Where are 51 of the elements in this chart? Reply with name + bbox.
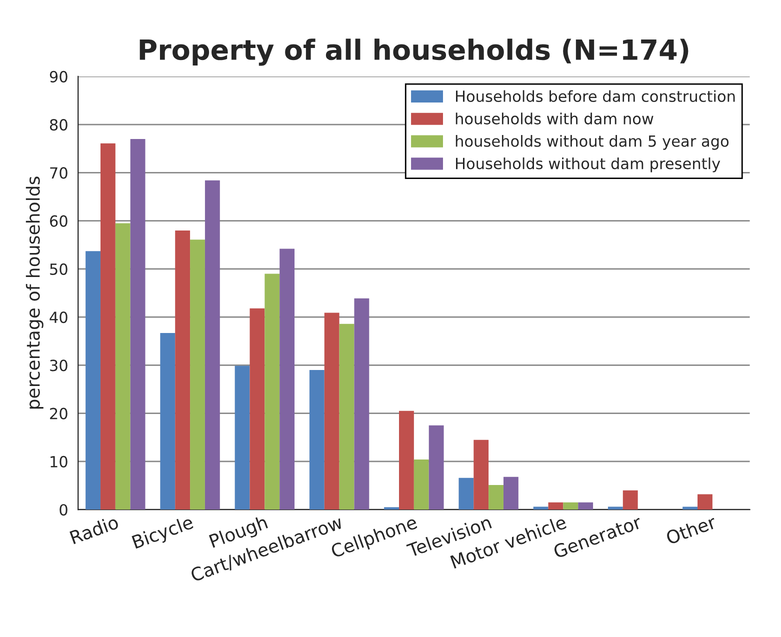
bar [324,312,340,510]
bar [622,490,638,510]
bar [160,332,176,510]
y-tick-label: 20 [50,408,68,420]
bar [100,143,116,510]
bar [190,240,205,510]
bar [578,502,594,510]
bar [175,230,190,510]
bar [130,139,146,510]
bar [458,478,474,510]
bar [86,251,100,510]
y-tick-label: 90 [50,70,68,82]
y-tick-label: 10 [50,456,68,468]
chart-title: Property of all households (N=174) [140,38,688,66]
legend-label: households without dam 5 year ago [456,135,729,150]
bar [354,298,370,510]
bar [399,410,414,510]
y-tick-label: 50 [50,263,68,275]
legend-label: Households before dam construction [456,90,735,102]
bar [698,494,712,510]
bar [428,425,444,510]
bar [115,223,130,510]
y-tick-label: 70 [50,167,68,179]
x-tick-label: Radio [69,514,120,544]
bar [280,248,295,510]
y-tick-label: 30 [50,360,68,372]
bar [608,506,623,510]
bar [250,308,265,510]
x-tick-label: Bicycle [132,514,196,552]
y-tick-label: 80 [50,119,68,131]
x-tick-label: Other [665,514,718,545]
legend-label: Households without dam presently [456,157,720,172]
bar [234,366,250,510]
bar [563,502,578,510]
y-axis-title: percentage of households [26,176,44,409]
bar [488,485,504,510]
bar [339,324,354,510]
bar [474,440,489,510]
y-tick-label: 60 [50,215,68,227]
y-tick-label: 0 [60,504,68,516]
bar [548,502,564,510]
bar [503,476,518,510]
y-tick-label: 40 [50,312,68,324]
bar [264,274,280,510]
bar [414,460,429,510]
bar [204,180,220,510]
bar [309,370,324,510]
bar [533,506,548,510]
bar [384,507,400,510]
bar [682,506,698,510]
legend-label: households with dam now [456,112,654,124]
